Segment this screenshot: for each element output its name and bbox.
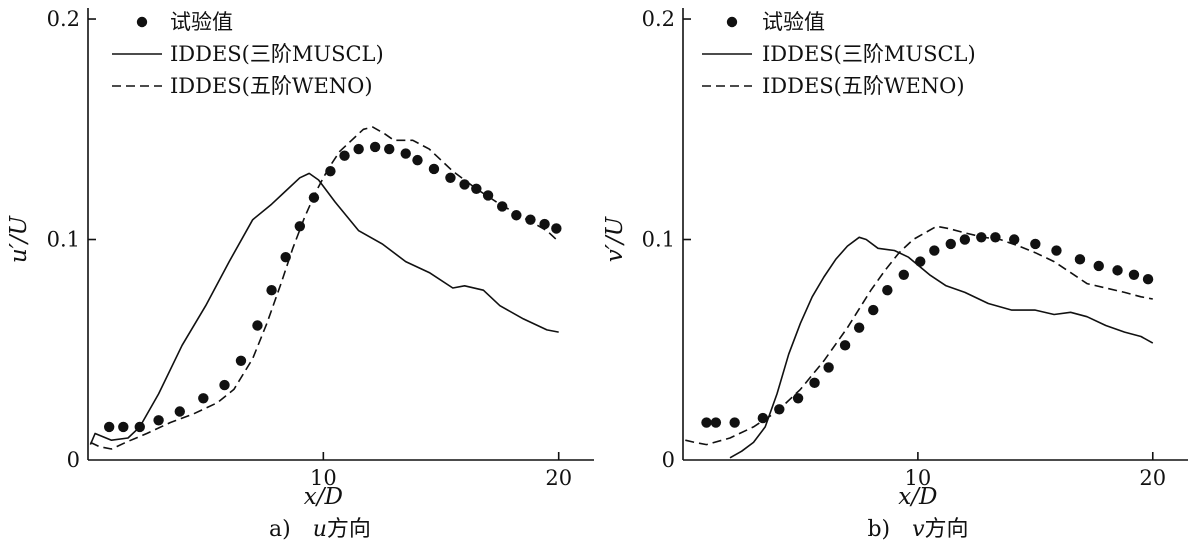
data-point	[400, 148, 411, 159]
data-point	[294, 221, 306, 232]
data-point	[153, 415, 164, 426]
series-line	[90, 126, 560, 450]
y-tick-label: 0.1	[642, 228, 675, 252]
data-point	[1074, 254, 1086, 265]
data-point	[1112, 265, 1123, 276]
series-line	[729, 236, 1154, 459]
data-point	[898, 269, 909, 280]
data-point	[103, 421, 115, 433]
data-point	[384, 143, 395, 155]
data-point	[1128, 269, 1140, 280]
x-tick-label: 10	[905, 466, 932, 490]
data-point	[882, 285, 893, 296]
series-weno	[685, 225, 1153, 446]
y-tick-label: 0.2	[642, 7, 675, 31]
caption-index: b)	[867, 517, 912, 542]
data-point	[198, 393, 209, 404]
caption-index: a)	[269, 517, 313, 542]
data-point	[929, 245, 940, 256]
y-tick-label: 0	[662, 448, 675, 472]
legend-label: IDDES(三阶MUSCL)	[170, 42, 384, 66]
data-point	[945, 238, 956, 250]
data-point	[497, 201, 508, 212]
panel-caption: b) v方向	[867, 517, 968, 542]
data-point	[823, 362, 834, 373]
data-point	[445, 172, 456, 183]
x-axis-label: x/D	[898, 484, 937, 510]
caption-variable: v	[912, 517, 925, 542]
caption-direction: 方向	[925, 517, 969, 542]
data-point	[252, 320, 263, 331]
y-tick-label: 0	[67, 448, 80, 472]
legend-label: 试验值	[170, 10, 233, 34]
data-point	[412, 154, 423, 166]
legend-label: IDDES(五阶WENO)	[170, 74, 373, 98]
caption-variable: u	[313, 517, 327, 542]
data-point	[266, 285, 277, 296]
data-point	[235, 355, 247, 366]
data-point	[369, 141, 381, 153]
data-point	[219, 379, 230, 391]
data-point	[428, 163, 440, 175]
data-point	[990, 232, 1001, 243]
caption-direction: 方向	[327, 517, 371, 542]
panel-caption: a) u方向	[269, 517, 371, 542]
legend: 试验值 IDDES(三阶MUSCL) IDDES(五阶WENO)	[112, 10, 384, 98]
data-point	[353, 143, 364, 155]
series-muscl	[89, 172, 559, 445]
legend: 试验值 IDDES(三阶MUSCL) IDDES(五阶WENO)	[702, 10, 976, 98]
data-point	[853, 322, 865, 333]
data-point	[1030, 238, 1041, 250]
data-point	[729, 417, 740, 428]
data-point	[1142, 274, 1154, 285]
series-experiment	[103, 141, 562, 433]
y-axis-label: u′/U	[6, 214, 32, 263]
data-point	[1093, 260, 1104, 272]
legend-label: 试验值	[762, 10, 825, 34]
panel-a: 10 20 0 0.1 0.2 x/D u′/U 试验值 IDDES(三阶MUSCL) IDDES…	[6, 7, 594, 542]
data-point	[868, 304, 879, 316]
legend-label: IDDES(五阶WENO)	[762, 74, 965, 98]
series-weno	[90, 126, 560, 450]
x-axis-label: x/D	[304, 484, 343, 510]
y-axis-label: v′/U	[602, 215, 628, 262]
data-point	[792, 393, 804, 404]
data-point	[757, 412, 769, 424]
series-experiment	[701, 232, 1154, 428]
legend-marker	[726, 16, 738, 28]
data-point	[1008, 234, 1020, 245]
data-point	[1051, 245, 1062, 256]
data-point	[701, 417, 712, 428]
series-line	[685, 225, 1153, 446]
x-tick-label: 20	[1139, 466, 1166, 490]
legend-label: IDDES(三阶MUSCL)	[762, 42, 976, 66]
data-point	[339, 150, 350, 161]
data-point	[539, 218, 550, 230]
data-point	[118, 421, 129, 433]
data-point	[174, 406, 185, 417]
panel-b: 10 20 0 0.1 0.2 x/D v′/U 试验值 IDDES(三阶MUSCL) IDDES…	[602, 7, 1188, 542]
data-point	[710, 417, 722, 428]
data-point	[959, 234, 971, 245]
data-point	[551, 223, 562, 234]
y-tick-label: 0.1	[47, 228, 80, 252]
y-tick-label: 0.2	[47, 7, 80, 31]
data-point	[459, 179, 470, 190]
series-line	[89, 172, 559, 445]
legend-marker	[136, 16, 148, 28]
series-muscl	[729, 236, 1154, 459]
data-point	[839, 340, 851, 351]
data-point	[915, 256, 926, 267]
x-tick-label: 20	[545, 466, 572, 490]
data-point	[809, 377, 820, 389]
x-tick-label: 10	[310, 466, 337, 490]
